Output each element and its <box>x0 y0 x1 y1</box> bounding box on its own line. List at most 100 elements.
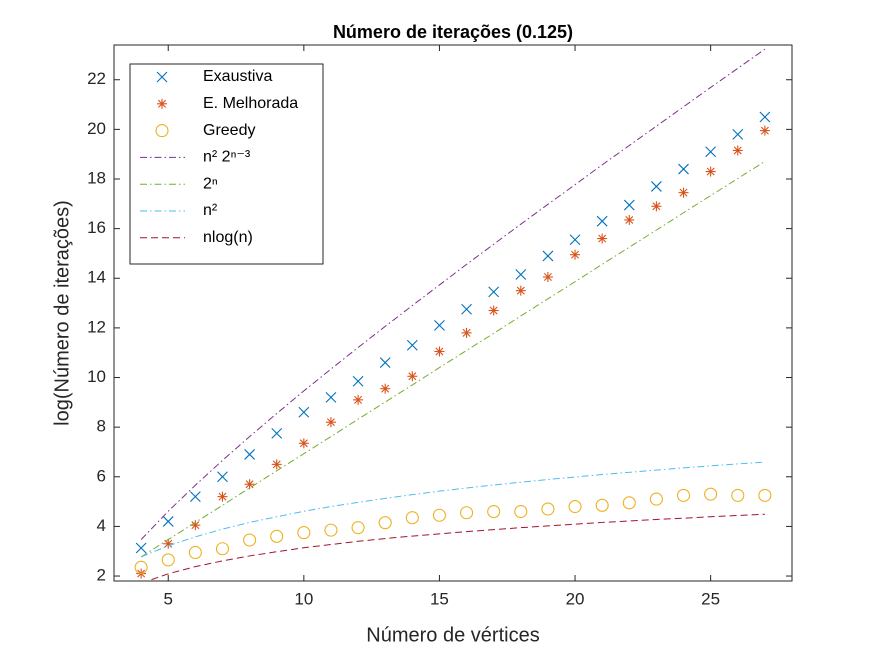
marker-stroke <box>678 163 689 175</box>
marker-stroke <box>245 480 254 489</box>
marker-circle <box>758 488 772 502</box>
marker-stroke <box>435 347 444 356</box>
marker <box>595 498 609 512</box>
marker-stroke <box>189 491 201 503</box>
marker <box>488 286 500 298</box>
marker-stroke <box>271 427 283 439</box>
marker-circle <box>270 529 284 543</box>
plot-layer <box>134 48 772 581</box>
marker <box>270 529 284 543</box>
marker <box>297 526 311 540</box>
marker <box>353 394 364 405</box>
marker-circle <box>134 560 148 574</box>
legend-label: 2ⁿ <box>203 175 218 192</box>
y-axis-label: log(Número de iterações) <box>51 200 73 426</box>
y-tick-label: 6 <box>97 466 106 485</box>
marker-stroke <box>434 320 445 331</box>
marker <box>676 488 691 502</box>
marker-circle <box>324 523 338 537</box>
marker <box>732 145 743 156</box>
marker <box>568 500 582 514</box>
marker-stroke <box>461 303 472 315</box>
marker <box>597 233 608 244</box>
marker-circle <box>378 516 392 530</box>
marker-circle <box>541 502 555 516</box>
marker-stroke <box>381 384 390 393</box>
marker-circle <box>155 124 169 138</box>
x-tick-label: 10 <box>294 589 313 608</box>
marker <box>488 305 499 316</box>
series-line <box>140 160 766 558</box>
marker <box>271 459 282 470</box>
marker <box>215 542 230 556</box>
legend-box <box>129 63 324 265</box>
marker <box>217 471 228 483</box>
marker <box>351 521 365 535</box>
marker <box>759 111 771 123</box>
marker <box>325 391 337 403</box>
marker-stroke <box>352 375 364 387</box>
marker-stroke <box>164 539 173 548</box>
marker <box>407 371 418 382</box>
marker <box>161 553 175 567</box>
marker <box>325 417 336 428</box>
marker <box>244 449 255 460</box>
series-line <box>140 48 766 540</box>
marker <box>758 488 772 502</box>
marker-stroke <box>135 542 147 554</box>
y-tick-label: 22 <box>87 69 106 88</box>
marker-stroke <box>596 215 608 227</box>
marker-circle <box>188 545 202 560</box>
marker-circle <box>622 496 636 510</box>
marker-stroke <box>706 167 715 176</box>
marker-stroke <box>325 391 337 403</box>
marker-stroke <box>651 181 662 192</box>
marker <box>649 492 663 506</box>
marker-stroke <box>625 215 634 224</box>
marker <box>624 214 635 225</box>
marker-stroke <box>759 111 771 123</box>
marker-stroke <box>354 395 363 404</box>
marker-stroke <box>488 286 500 298</box>
y-tick-label: 18 <box>87 168 106 187</box>
x-tick-label: 20 <box>566 589 585 608</box>
series-line <box>140 461 765 558</box>
legend-label: Greedy <box>203 122 255 139</box>
marker-stroke <box>218 492 227 501</box>
marker <box>324 523 338 537</box>
marker-stroke <box>652 202 661 211</box>
marker-circle <box>405 511 419 525</box>
marker <box>514 504 528 519</box>
marker <box>487 504 501 519</box>
marker <box>705 146 717 158</box>
marker <box>134 560 148 574</box>
marker <box>461 327 472 338</box>
y-tick-label: 16 <box>87 218 106 237</box>
marker-stroke <box>298 406 310 418</box>
marker <box>189 491 201 503</box>
marker <box>434 346 445 357</box>
marker-stroke <box>156 71 168 83</box>
legend-label: E. Melhorada <box>203 95 298 112</box>
marker-circle <box>460 506 474 520</box>
y-tick-label: 2 <box>97 566 106 585</box>
marker <box>651 181 662 192</box>
marker-stroke <box>406 339 418 351</box>
marker <box>460 506 474 520</box>
legend-label: n² 2ⁿ⁻³ <box>203 149 251 166</box>
marker-circle <box>704 487 718 501</box>
marker-stroke <box>408 372 417 381</box>
marker-stroke <box>379 357 391 369</box>
marker-circle <box>487 504 501 519</box>
marker-stroke <box>191 521 200 530</box>
marker <box>432 508 446 522</box>
marker <box>406 339 418 351</box>
marker-stroke <box>162 516 174 527</box>
marker <box>651 201 662 212</box>
marker-stroke <box>543 273 552 282</box>
marker <box>298 406 310 418</box>
marker <box>542 272 553 283</box>
legend-label: nlog(n) <box>203 229 253 246</box>
marker-stroke <box>571 250 580 259</box>
marker <box>622 496 636 510</box>
